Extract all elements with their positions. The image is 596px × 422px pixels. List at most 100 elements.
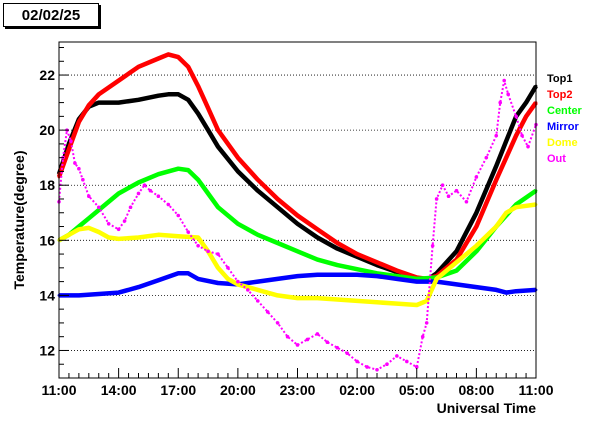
data-point	[97, 230, 101, 234]
data-point	[81, 177, 85, 182]
series-layer	[56, 52, 538, 372]
data-point	[166, 52, 170, 56]
data-point	[494, 164, 498, 168]
data-point	[236, 222, 240, 226]
data-point	[216, 205, 220, 209]
data-point	[137, 181, 140, 184]
data-point	[148, 188, 153, 193]
data-point	[156, 172, 160, 176]
data-point	[216, 266, 220, 270]
data-point	[514, 205, 518, 209]
series-top2	[56, 52, 538, 282]
data-point	[415, 303, 419, 307]
x-tick-label-3: 20:00	[220, 382, 256, 398]
data-point	[494, 178, 498, 182]
data-point	[494, 133, 499, 138]
data-point	[216, 252, 220, 256]
data-point	[77, 293, 81, 297]
data-point	[335, 247, 339, 250]
data-point	[206, 192, 210, 195]
data-point	[296, 249, 299, 253]
y-tick-label-16: 16	[39, 232, 55, 248]
data-point	[504, 291, 508, 295]
data-point	[226, 277, 230, 281]
data-point	[87, 194, 91, 199]
y-tick-label-12: 12	[39, 342, 55, 358]
data-point	[506, 92, 510, 97]
data-point	[375, 260, 379, 264]
data-point	[395, 302, 399, 306]
series-mirror	[57, 271, 538, 298]
data-point	[335, 298, 339, 301]
data-point	[77, 166, 81, 171]
y-axis-title: Temperature(degree)	[11, 150, 27, 289]
data-point	[434, 197, 439, 201]
data-point	[216, 145, 220, 149]
data-point	[524, 101, 528, 104]
data-point	[255, 299, 260, 303]
data-point	[464, 199, 469, 204]
data-point	[117, 192, 121, 195]
data-point	[73, 161, 77, 165]
data-point	[504, 211, 508, 215]
data-point	[355, 299, 359, 303]
data-point	[236, 279, 240, 284]
data-point	[176, 234, 180, 238]
data-point	[176, 55, 180, 59]
data-point	[514, 114, 518, 119]
data-point	[67, 148, 71, 151]
data-point	[166, 92, 170, 96]
data-point	[474, 244, 478, 248]
data-point	[236, 156, 240, 160]
data-point	[405, 359, 409, 364]
data-point	[216, 281, 220, 285]
data-point	[137, 285, 140, 289]
data-point	[474, 225, 478, 228]
data-point	[335, 273, 339, 277]
data-point	[206, 128, 210, 132]
data-point	[236, 170, 240, 173]
data-point	[395, 277, 399, 281]
data-point	[97, 101, 101, 104]
x-tick-label-8: 11:00	[518, 382, 553, 398]
data-point	[305, 337, 310, 342]
data-point	[106, 221, 111, 226]
data-point	[256, 189, 260, 193]
data-point	[424, 321, 429, 325]
x-tick-label-1: 14:00	[101, 382, 137, 398]
data-point	[335, 241, 339, 245]
y-tick-label-18: 18	[39, 177, 55, 193]
data-point	[474, 249, 478, 253]
data-point	[524, 114, 528, 118]
data-point	[474, 211, 478, 215]
data-point	[474, 175, 479, 179]
data-point	[256, 280, 260, 284]
data-point	[256, 233, 260, 237]
data-point	[156, 57, 160, 60]
data-point	[355, 273, 359, 277]
data-point	[520, 133, 524, 138]
data-point	[137, 236, 140, 239]
data-point	[156, 278, 160, 282]
data-point	[196, 112, 200, 116]
data-point	[385, 362, 389, 367]
y-tick-label-14: 14	[39, 287, 55, 303]
data-point	[256, 288, 260, 292]
data-point	[107, 236, 111, 239]
data-point	[355, 267, 359, 271]
data-point	[296, 214, 299, 217]
data-point	[265, 310, 270, 314]
data-point	[142, 183, 147, 188]
data-point	[285, 334, 290, 339]
legend-entry-out: Out	[547, 153, 566, 165]
data-point	[176, 271, 180, 275]
y-tick-label-20: 20	[39, 122, 55, 138]
data-point	[276, 277, 280, 281]
data-point	[206, 249, 210, 254]
data-point	[276, 293, 280, 297]
data-point	[315, 296, 319, 300]
data-point	[176, 213, 181, 218]
data-point	[156, 233, 160, 237]
data-point	[77, 227, 81, 231]
legend: Top1 Top2 Center Mirror Dome Out	[547, 73, 583, 165]
